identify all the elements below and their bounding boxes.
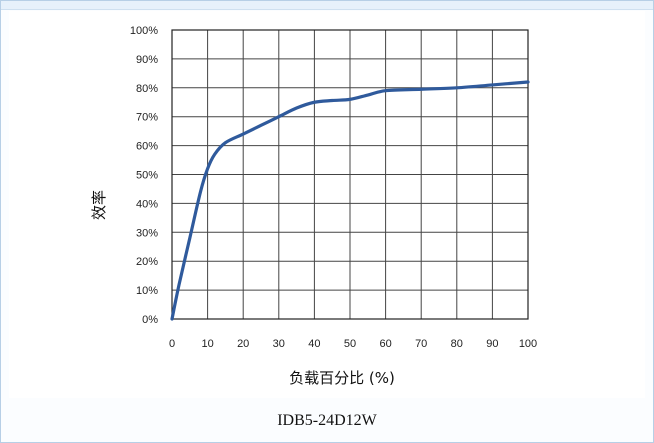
x-tick-label: 90 [486, 338, 498, 350]
x-tick-label: 30 [273, 338, 285, 350]
y-tick-label: 90% [136, 54, 158, 66]
x-tick-label: 40 [308, 338, 320, 350]
x-tick-label: 70 [415, 338, 427, 350]
x-tick-label: 100 [519, 338, 537, 350]
x-tick-label: 0 [169, 338, 175, 350]
plot-area-border [171, 29, 529, 320]
efficiency-curve [170, 80, 530, 321]
y-tick-label: 10% [136, 285, 158, 297]
figure-caption: IDB5-24D12W [277, 412, 377, 429]
y-tick-label: 50% [136, 170, 158, 182]
x-axis-label: 负载百分比 (%) [289, 369, 395, 387]
y-tick-label: 40% [136, 198, 158, 210]
figure-panel [9, 11, 645, 398]
y-tick-label: 20% [136, 256, 158, 268]
y-tick-label: 100% [130, 25, 158, 37]
x-tick-label: 20 [237, 338, 249, 350]
x-tick-label: 10 [201, 338, 213, 350]
x-tick-label: 60 [379, 338, 391, 350]
y-tick-label: 80% [136, 83, 158, 95]
x-tick-label: 80 [451, 338, 463, 350]
y-tick-label: 30% [136, 227, 158, 239]
top-border-bar [1, 1, 653, 10]
y-axis-label: 效率 [90, 190, 108, 220]
x-tick-label: 50 [344, 338, 356, 350]
y-tick-label: 0% [142, 314, 158, 326]
y-tick-label: 70% [136, 112, 158, 124]
efficiency-chart: 0 10 20 30 40 50 60 70 80 90 100 0% 10% 20% 30% 40% 50% 6… [90, 25, 537, 387]
y-tick-label: 60% [136, 141, 158, 153]
